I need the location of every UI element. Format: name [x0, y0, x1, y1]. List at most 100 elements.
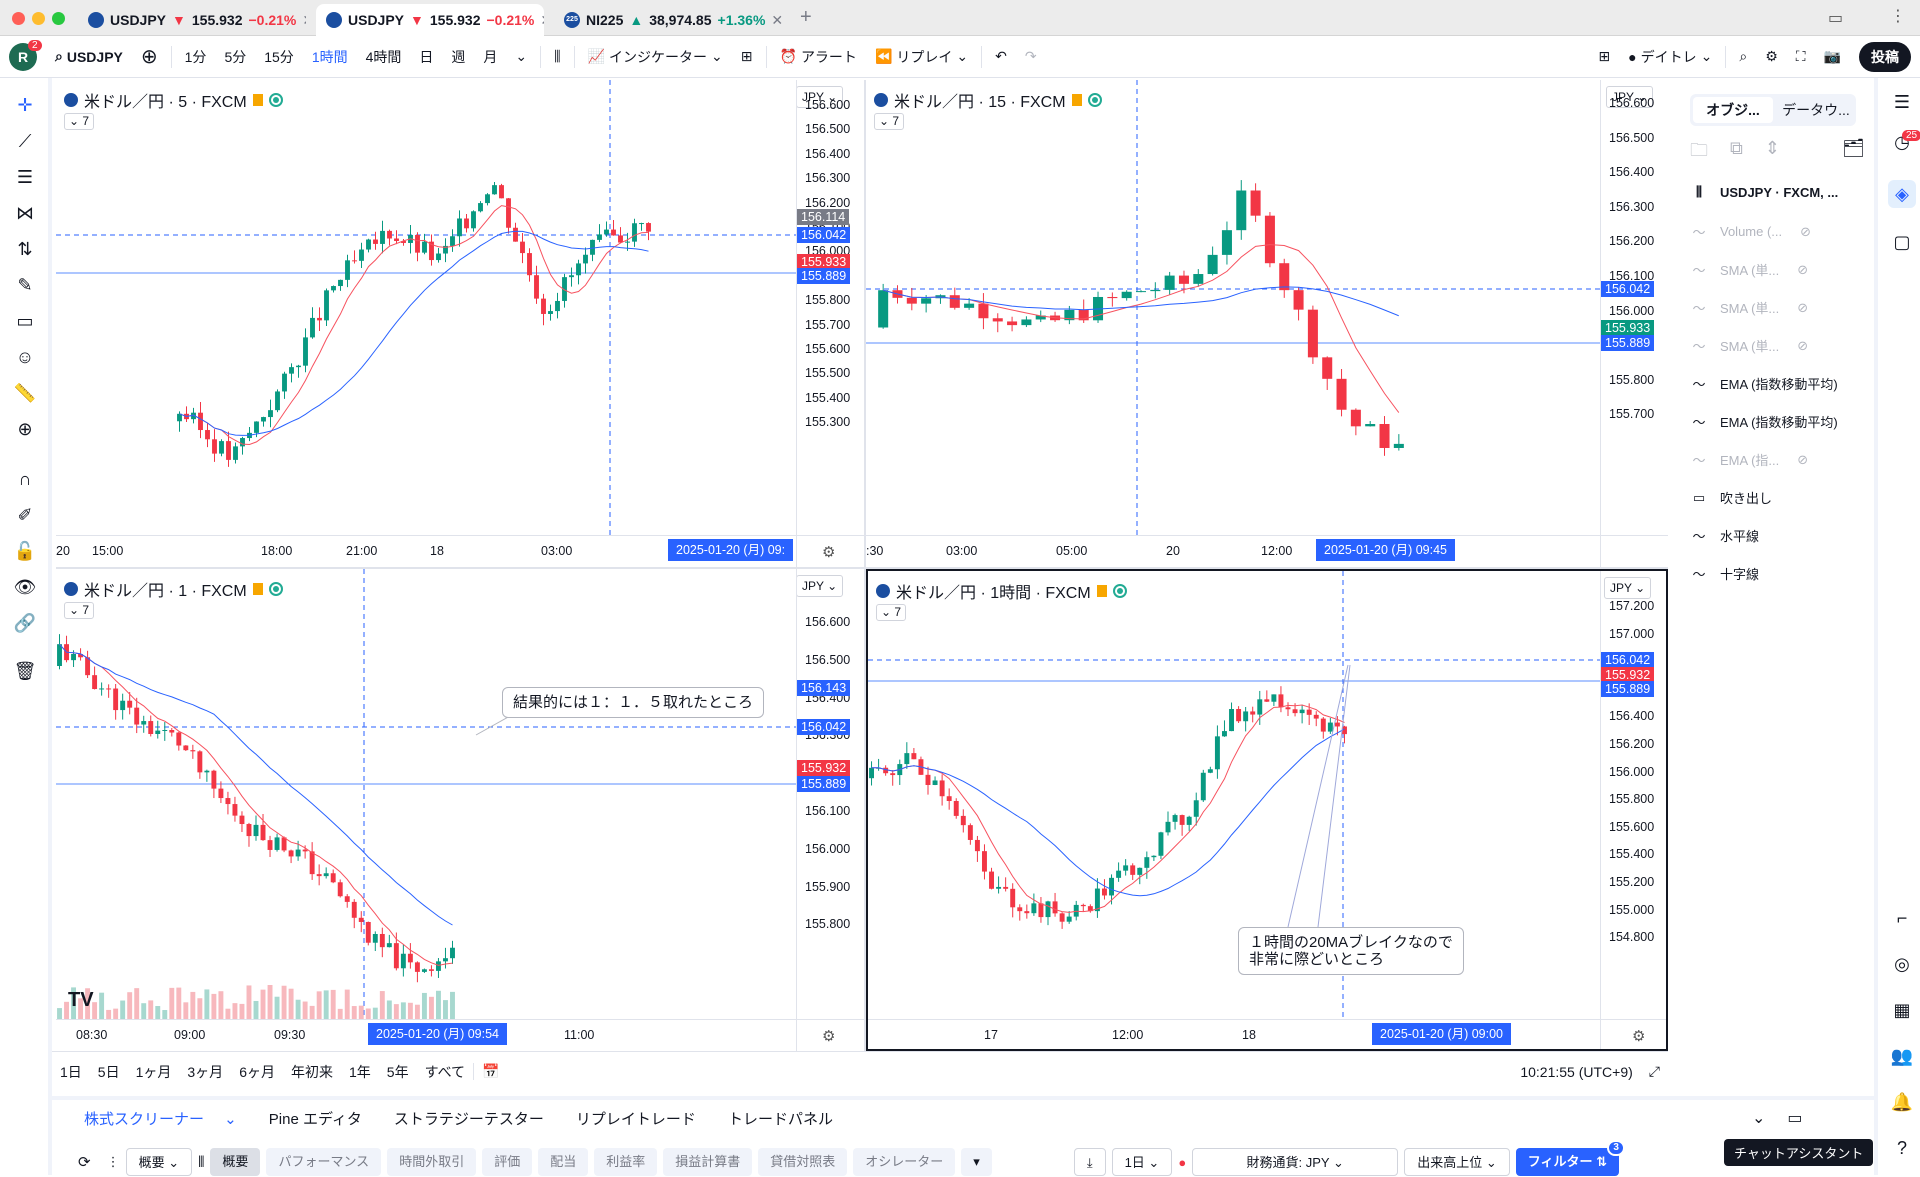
- notifications-bell-icon[interactable]: 🔔: [1890, 1091, 1914, 1112]
- chip-margins[interactable]: 利益率: [594, 1148, 658, 1176]
- interval-month[interactable]: 月: [483, 48, 498, 65]
- chart-pane-1m[interactable]: 米ドル／円 · 1 · FXCM ⌄ 7 JPY ⌄ 156.600 156.50…: [56, 569, 864, 1051]
- fullscreen-icon[interactable]: ⛶: [1795, 48, 1806, 64]
- new-tab-icon[interactable]: +: [800, 6, 812, 28]
- range-all[interactable]: すべて: [424, 1063, 466, 1080]
- download-icon[interactable]: ⤓: [1073, 1148, 1106, 1176]
- refresh-icon[interactable]: ⟳: [78, 1154, 91, 1171]
- range-1m[interactable]: 1ヶ月: [135, 1063, 172, 1080]
- target-icon[interactable]: ◎: [1894, 953, 1910, 974]
- tab-pine-editor[interactable]: Pine エディタ: [268, 1110, 362, 1128]
- object-tree-item[interactable]: 〜 Volume (... ⊘: [1690, 222, 1811, 241]
- interval-4h[interactable]: 4時間: [365, 48, 402, 65]
- flag-icon[interactable]: [252, 583, 263, 595]
- range-3m[interactable]: 3ヶ月: [187, 1063, 224, 1080]
- fib-icon[interactable]: ☰: [16, 166, 34, 187]
- chip-overview[interactable]: 概要: [210, 1148, 261, 1176]
- eye-icon[interactable]: 👁: [13, 576, 37, 597]
- object-tree-item[interactable]: 〜 SMA (単... ⊘: [1690, 298, 1808, 317]
- minimize-window-icon[interactable]: [32, 12, 45, 25]
- chat-icon[interactable]: ▢: [1893, 231, 1911, 252]
- hidden-eye-icon[interactable]: ⊘: [1797, 299, 1809, 315]
- view-select[interactable]: 概要 ⌄: [125, 1148, 193, 1176]
- chip-performance[interactable]: パフォーマンス: [266, 1148, 382, 1176]
- auto-scale-icon[interactable]: ⤢: [1648, 1063, 1660, 1079]
- user-avatar[interactable]: R 2: [0, 36, 46, 78]
- flag-icon[interactable]: [1071, 94, 1082, 106]
- candle-style-icon[interactable]: ⫼: [554, 48, 561, 64]
- hidden-eye-icon[interactable]: ⊘: [1797, 337, 1809, 353]
- remove-drawings-icon[interactable]: 🗂: [1841, 138, 1865, 158]
- range-1y[interactable]: 1年: [348, 1063, 371, 1080]
- symbol-search[interactable]: ⌕ USDJPY: [46, 36, 132, 78]
- tab-replay-trade[interactable]: リプレイトレード: [575, 1110, 696, 1128]
- undo-icon[interactable]: ↶: [995, 48, 1007, 64]
- interval-select[interactable]: 1日 ⌄: [1111, 1148, 1173, 1176]
- magnet-icon[interactable]: ∩: [18, 468, 32, 489]
- currency-select[interactable]: JPY ⌄: [1604, 577, 1652, 599]
- range-6m[interactable]: 6ヶ月: [239, 1063, 275, 1080]
- close-window-icon[interactable]: [12, 12, 25, 25]
- text-note-icon[interactable]: ▭: [16, 310, 34, 331]
- compare-add-icon[interactable]: ⊕: [140, 46, 158, 68]
- chart-pane-1h[interactable]: 米ドル／円 · 1時間 · FXCM ⌄ 7 JPY ⌄ 157.200 157.…: [866, 569, 1668, 1051]
- tab-ni225[interactable]: 225 NI225 ▲ 38,974.85 +1.36% ✕: [554, 4, 784, 36]
- tab-object-tree[interactable]: オブジ...: [1693, 97, 1773, 123]
- chip-balance-sheet[interactable]: 貸借対照表: [758, 1148, 848, 1176]
- flag-icon[interactable]: [1096, 585, 1107, 597]
- chip-oscillators[interactable]: オシレーター: [853, 1148, 956, 1176]
- chip-valuation[interactable]: 評価: [482, 1148, 533, 1176]
- clock-label[interactable]: 10:21:55 (UTC+9): [1520, 1063, 1633, 1080]
- layers-icon[interactable]: ◈: [1888, 180, 1916, 208]
- range-ytd[interactable]: 年初来: [290, 1063, 333, 1080]
- maximize-window-icon[interactable]: [52, 12, 65, 25]
- trend-line-icon[interactable]: ⟋: [18, 130, 32, 151]
- replay-button[interactable]: ⏪ リプレイ ⌄: [866, 36, 977, 78]
- hidden-eye-icon[interactable]: ⊘: [1797, 261, 1809, 277]
- clone-icon[interactable]: ⧉: [1730, 138, 1743, 158]
- indicators-toggle[interactable]: ⌄ 7: [876, 604, 907, 621]
- close-tab-icon[interactable]: ✕: [771, 11, 784, 28]
- tab-stock-screener[interactable]: 株式スクリーナー ⌄: [52, 1108, 253, 1129]
- interval-5m[interactable]: 5分: [224, 48, 247, 65]
- sort-select[interactable]: 出来高上位 ⌄: [1404, 1148, 1510, 1176]
- record-icon[interactable]: ●: [1178, 1154, 1187, 1170]
- range-1d[interactable]: 1日: [60, 1063, 82, 1080]
- price-axis[interactable]: 156.600156.500156.400156.300156.200156.1…: [796, 569, 864, 1051]
- chart-pane-5m[interactable]: 米ドル／円 · 5 · FXCM ⌄ 7 JPY ⌄ 156.600 156.50…: [56, 80, 864, 567]
- settings-gear-icon[interactable]: ⚙: [1632, 1028, 1646, 1045]
- hidden-eye-icon[interactable]: ⊘: [1797, 451, 1809, 467]
- interval-1h[interactable]: 1時間: [311, 48, 348, 65]
- range-5y[interactable]: 5年: [386, 1063, 409, 1080]
- indicators-toggle[interactable]: ⌄ 7: [64, 113, 95, 130]
- layout-select[interactable]: ● デイトレ ⌄: [1619, 36, 1721, 78]
- object-tree-item[interactable]: ▭ 吹き出し: [1690, 488, 1772, 507]
- currency-select[interactable]: JPY ⌄: [796, 86, 844, 108]
- currency-select[interactable]: JPY ⌄: [796, 575, 844, 597]
- indicators-toggle[interactable]: ⌄ 7: [64, 602, 95, 619]
- move-icon[interactable]: ⇕: [1764, 138, 1780, 158]
- pattern-icon[interactable]: ⋈: [16, 202, 34, 223]
- ruler-icon[interactable]: 📏: [13, 382, 37, 403]
- more-chips-button[interactable]: ▾: [961, 1148, 992, 1176]
- price-axis[interactable]: 157.200157.000156.800156.600156.400156.2…: [1600, 571, 1666, 1049]
- tab-data-window[interactable]: データウ...: [1782, 102, 1850, 118]
- templates-icon[interactable]: ⊞: [740, 48, 753, 64]
- help-icon[interactable]: ?: [1896, 1137, 1907, 1158]
- indicators-button[interactable]: 📈 インジケーター ⌄: [579, 36, 732, 78]
- filter-button[interactable]: フィルター ⇅ 3: [1515, 1140, 1625, 1176]
- object-tree-item[interactable]: 〜水平線: [1690, 526, 1759, 545]
- object-tree-item[interactable]: 〜十字線: [1690, 564, 1759, 583]
- chip-income-statement[interactable]: 損益計算書: [663, 1148, 753, 1176]
- emoji-icon[interactable]: ☺: [15, 346, 35, 367]
- layout-grid-icon[interactable]: ⊞: [1598, 48, 1611, 64]
- stay-drawing-icon[interactable]: ✐: [17, 504, 33, 525]
- tab-usdjpy-1[interactable]: USDJPY ▼ 155.932 −0.21% ✕: [78, 4, 306, 36]
- object-tree-item[interactable]: 〜 EMA (指... ⊘: [1690, 450, 1808, 469]
- link-icon[interactable]: 🔗: [13, 612, 37, 633]
- forecast-icon[interactable]: ⇅: [17, 238, 33, 259]
- object-tree-item[interactable]: 〜 SMA (単... ⊘: [1690, 336, 1808, 355]
- columns-icon[interactable]: ⫴: [198, 1153, 205, 1171]
- trash-icon[interactable]: 🗑: [13, 660, 37, 681]
